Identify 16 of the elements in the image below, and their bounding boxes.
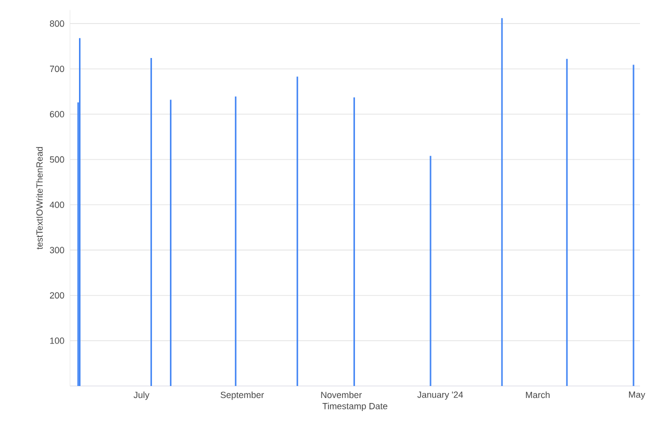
x-tick-label: September [220,392,264,400]
x-tick-label: July [134,392,150,400]
x-tick-label: March [526,392,550,398]
y-tick-label: 200 [50,292,64,299]
y-tick-label: 300 [50,246,64,254]
x-tick-label: January '24 [417,392,464,400]
y-tick-label: 700 [50,66,64,72]
x-tick-label: May [629,392,646,400]
y-tick-label: 800 [50,20,64,27]
y-tick-label: 600 [50,111,64,118]
y-axis-title: testTextIOWriteThenRead [36,147,43,250]
x-tick-label: November [321,392,362,398]
y-tick-label: 500 [50,156,64,163]
x-axis-title: Timestamp Date [322,402,388,412]
y-tick-label: 400 [50,202,64,208]
y-tick-label: 100 [50,338,64,344]
